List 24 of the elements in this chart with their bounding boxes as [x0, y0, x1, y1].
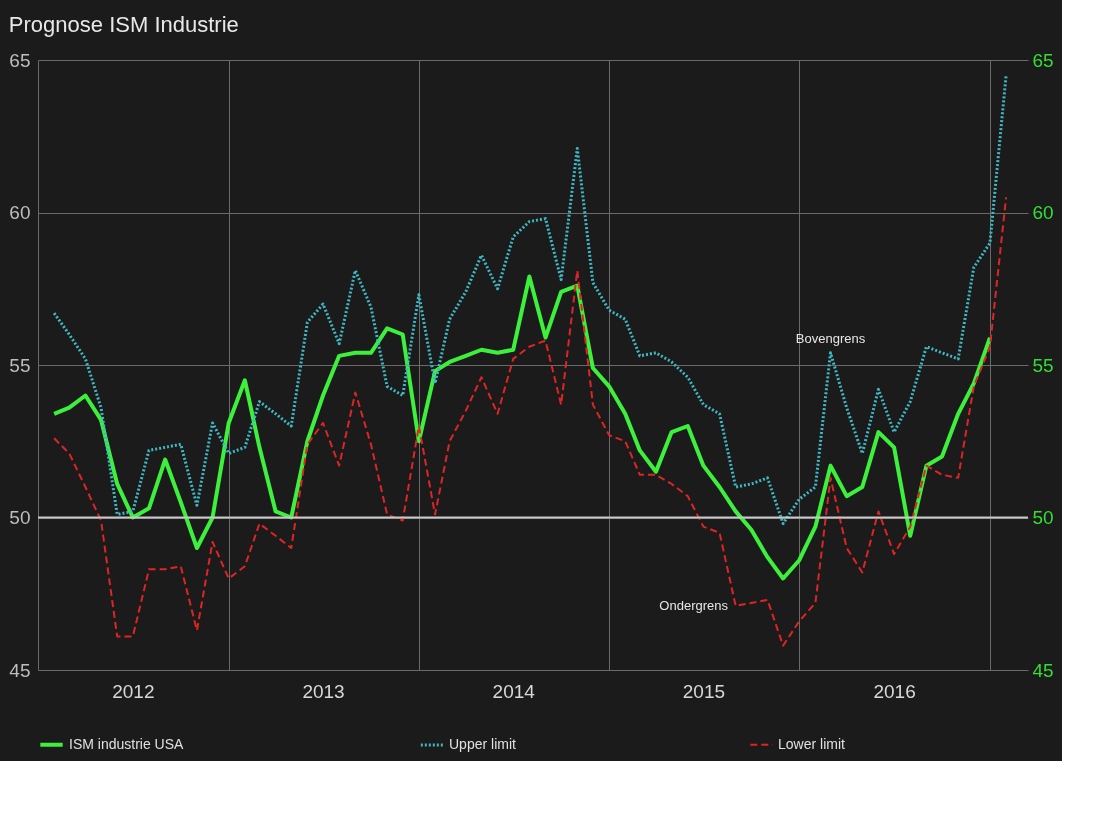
x-tick-label: 2014 — [492, 680, 536, 702]
y2-tick-label: 65 — [1032, 49, 1054, 71]
x-tick-label: 2012 — [112, 680, 155, 702]
y-tick-label: 60 — [9, 202, 31, 223]
line-series — [53, 196, 1008, 647]
legend-label: ISM industrie USA — [69, 735, 185, 752]
x-tick-label: 2013 — [302, 680, 345, 702]
y-tick-label: 50 — [9, 507, 31, 528]
legend-label: Upper limit — [449, 736, 517, 752]
x-tick-label: 2015 — [682, 680, 726, 702]
y-tick-label: 55 — [9, 354, 31, 376]
line-series — [52, 274, 992, 581]
y2-tick-label: 60 — [1032, 202, 1054, 223]
legend-label: Lower limit — [778, 735, 846, 752]
x-tick-label: 2016 — [873, 680, 916, 702]
y-tick-label: 65 — [9, 49, 31, 71]
y-tick-label: 45 — [9, 659, 31, 681]
annotation: Bovengrens — [795, 330, 866, 346]
chart-title: Prognose ISM Industrie — [8, 12, 239, 37]
line-series — [52, 73, 1008, 526]
y2-tick-label: 55 — [1032, 354, 1054, 376]
y2-tick-label: 50 — [1032, 507, 1054, 528]
annotation: Ondergrens — [659, 597, 729, 613]
y2-tick-label: 45 — [1032, 659, 1054, 681]
